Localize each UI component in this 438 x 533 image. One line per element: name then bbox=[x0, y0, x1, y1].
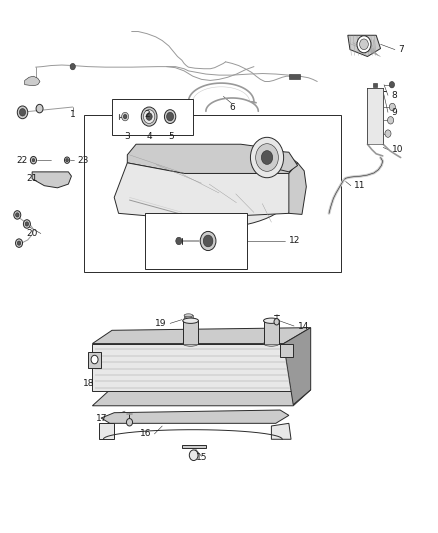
Polygon shape bbox=[367, 88, 383, 144]
Bar bbox=[373, 83, 378, 87]
Text: 15: 15 bbox=[196, 454, 207, 463]
Circle shape bbox=[256, 144, 279, 171]
Circle shape bbox=[17, 241, 21, 245]
Polygon shape bbox=[183, 321, 198, 344]
Text: 22: 22 bbox=[17, 156, 28, 165]
Circle shape bbox=[274, 319, 279, 325]
Ellipse shape bbox=[133, 156, 292, 228]
Ellipse shape bbox=[183, 318, 198, 324]
Text: 6: 6 bbox=[229, 102, 235, 111]
Text: 10: 10 bbox=[392, 145, 403, 154]
Circle shape bbox=[17, 106, 28, 119]
Text: 21: 21 bbox=[26, 174, 38, 183]
Circle shape bbox=[64, 157, 70, 164]
Circle shape bbox=[91, 356, 98, 364]
Polygon shape bbox=[114, 163, 297, 219]
Polygon shape bbox=[272, 423, 291, 439]
Polygon shape bbox=[101, 410, 289, 423]
Text: 11: 11 bbox=[354, 181, 366, 190]
Polygon shape bbox=[92, 328, 311, 344]
Polygon shape bbox=[184, 316, 193, 319]
Text: 1: 1 bbox=[70, 110, 76, 119]
Circle shape bbox=[389, 103, 396, 111]
Polygon shape bbox=[348, 35, 381, 56]
Circle shape bbox=[164, 110, 176, 124]
Circle shape bbox=[357, 36, 371, 53]
Circle shape bbox=[66, 159, 68, 162]
Circle shape bbox=[144, 110, 155, 124]
Circle shape bbox=[25, 222, 28, 226]
Circle shape bbox=[146, 113, 152, 120]
Circle shape bbox=[385, 130, 391, 138]
Circle shape bbox=[36, 104, 43, 113]
Text: 12: 12 bbox=[289, 237, 300, 246]
Text: 4: 4 bbox=[146, 132, 152, 141]
FancyBboxPatch shape bbox=[84, 115, 341, 272]
Text: 20: 20 bbox=[26, 229, 38, 238]
Circle shape bbox=[122, 112, 129, 121]
Text: 19: 19 bbox=[155, 319, 166, 328]
Circle shape bbox=[30, 157, 36, 164]
Circle shape bbox=[251, 138, 284, 177]
Ellipse shape bbox=[264, 341, 279, 346]
Ellipse shape bbox=[264, 318, 279, 324]
Circle shape bbox=[166, 112, 173, 121]
Bar bbox=[289, 74, 300, 79]
Polygon shape bbox=[182, 445, 206, 448]
Text: 16: 16 bbox=[140, 430, 151, 439]
Circle shape bbox=[32, 159, 35, 162]
Circle shape bbox=[15, 239, 22, 247]
Polygon shape bbox=[92, 390, 311, 406]
Circle shape bbox=[200, 231, 216, 251]
Polygon shape bbox=[25, 76, 40, 86]
Circle shape bbox=[176, 237, 182, 245]
Text: 8: 8 bbox=[392, 91, 397, 100]
Polygon shape bbox=[284, 328, 311, 405]
Circle shape bbox=[203, 235, 213, 247]
Text: 3: 3 bbox=[124, 132, 130, 141]
Text: 18: 18 bbox=[83, 379, 95, 388]
Circle shape bbox=[141, 107, 157, 126]
Circle shape bbox=[360, 39, 368, 50]
Polygon shape bbox=[280, 344, 293, 357]
Polygon shape bbox=[99, 423, 114, 439]
Text: 14: 14 bbox=[297, 321, 309, 330]
Text: 23: 23 bbox=[77, 156, 88, 165]
Text: 9: 9 bbox=[392, 108, 397, 117]
Polygon shape bbox=[32, 172, 71, 188]
Polygon shape bbox=[264, 321, 279, 344]
Polygon shape bbox=[88, 352, 101, 368]
Circle shape bbox=[189, 450, 198, 461]
Circle shape bbox=[388, 117, 394, 124]
Circle shape bbox=[261, 151, 273, 165]
Bar bbox=[145, 213, 247, 269]
Circle shape bbox=[19, 109, 25, 116]
Polygon shape bbox=[127, 144, 297, 173]
Circle shape bbox=[15, 213, 19, 217]
Circle shape bbox=[124, 115, 127, 119]
Circle shape bbox=[70, 63, 75, 70]
Text: 5: 5 bbox=[168, 132, 174, 141]
Circle shape bbox=[389, 82, 395, 88]
Text: 17: 17 bbox=[96, 414, 108, 423]
Text: 7: 7 bbox=[398, 45, 404, 54]
Ellipse shape bbox=[184, 317, 193, 320]
Ellipse shape bbox=[184, 314, 193, 317]
Circle shape bbox=[23, 220, 30, 228]
Ellipse shape bbox=[183, 341, 198, 346]
Circle shape bbox=[127, 418, 133, 426]
Text: 2: 2 bbox=[144, 110, 150, 119]
Polygon shape bbox=[289, 163, 306, 214]
Polygon shape bbox=[254, 150, 297, 172]
Circle shape bbox=[14, 211, 21, 219]
Polygon shape bbox=[92, 344, 293, 391]
Bar bbox=[112, 99, 193, 135]
